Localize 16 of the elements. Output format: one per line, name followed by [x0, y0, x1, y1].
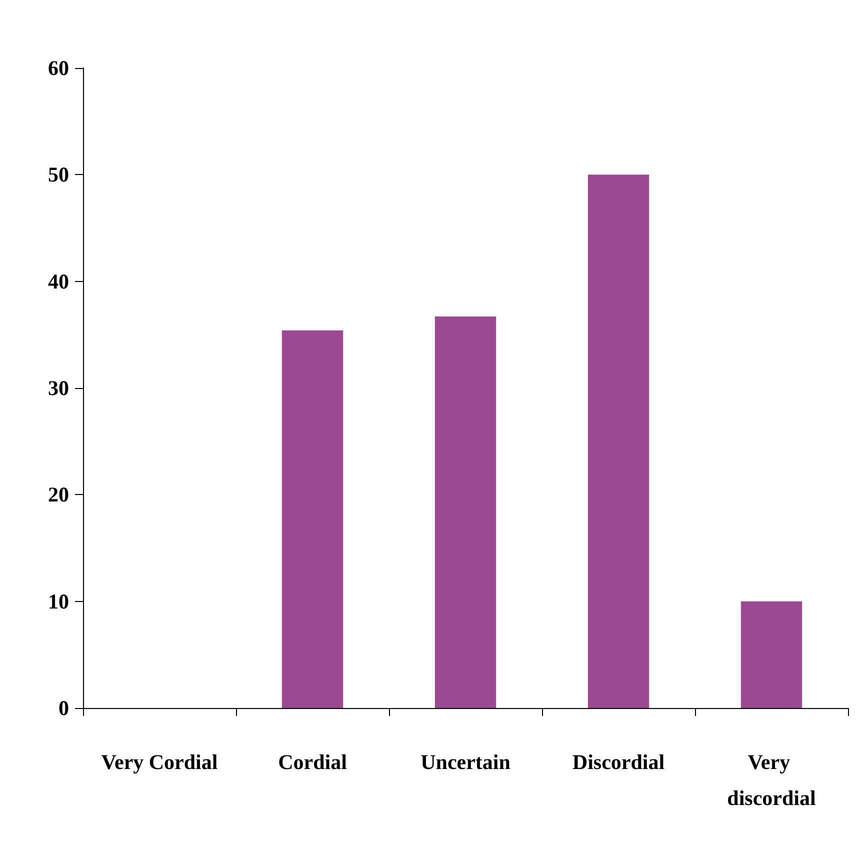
x-tick-label: Cordial: [278, 750, 348, 774]
y-tick-label: 30: [48, 376, 69, 400]
bar: [588, 174, 650, 708]
x-tick-label: Uncertain: [420, 750, 511, 774]
x-tick-label: Discordial: [572, 750, 665, 774]
y-tick-label: 10: [48, 589, 69, 614]
y-tick-label: 50: [48, 162, 69, 187]
x-tick-label: Very discordial: [727, 750, 816, 810]
bar: [282, 330, 344, 708]
y-tick-label: 0: [58, 696, 69, 720]
y-tick-label: 20: [48, 482, 69, 507]
y-tick-label: 60: [48, 56, 69, 80]
y-tick-label: 40: [48, 269, 69, 294]
bar: [740, 601, 802, 708]
x-tick-label: Very Cordial: [101, 750, 218, 774]
bar: [434, 316, 496, 708]
